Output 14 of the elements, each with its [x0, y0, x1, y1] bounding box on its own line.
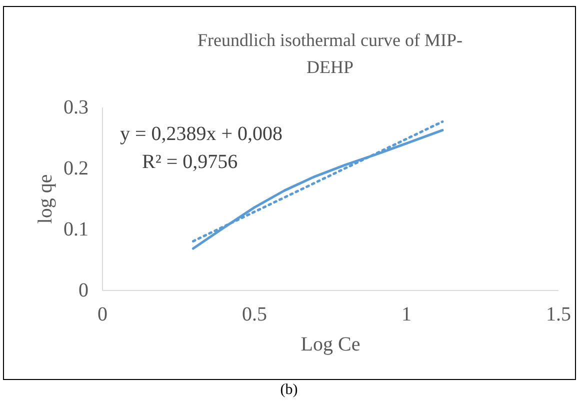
annotation: y = 0,2389x + 0,008 — [120, 123, 283, 145]
annotation: R² = 0,9756 — [142, 151, 238, 173]
y-axis-title: log qe — [34, 174, 56, 224]
x-tick-label: 1.5 — [546, 304, 571, 326]
x-axis-title: Log Ce — [300, 334, 360, 356]
y-tick-label: 0.3 — [64, 96, 88, 118]
chart-title: Freundlich isothermal curve of MIP-DEHP — [198, 30, 462, 77]
y-tick-label: 0.2 — [64, 158, 88, 180]
y-tick-label: 0.1 — [64, 218, 88, 240]
text: (b) — [279, 382, 299, 399]
x-tick-label: 0.5 — [242, 304, 267, 326]
y-tick-label: 0 — [78, 280, 88, 302]
x-tick-label: 1 — [402, 304, 412, 326]
x-tick-label: 0 — [98, 304, 108, 326]
